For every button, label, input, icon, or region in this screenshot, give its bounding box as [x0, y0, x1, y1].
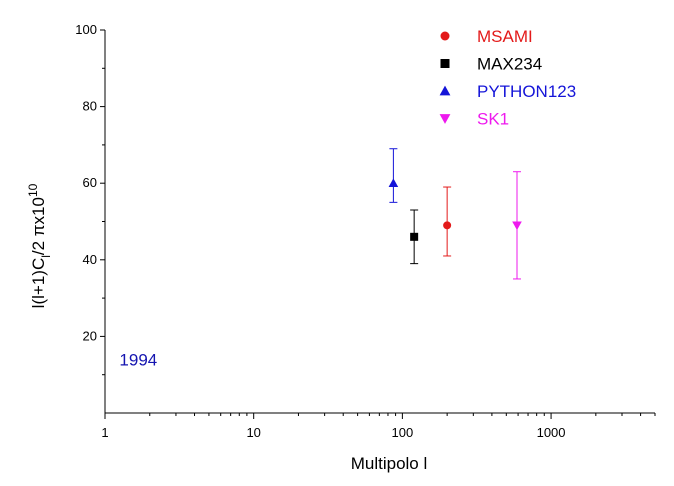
legend-label-sk1: SK1: [477, 110, 509, 129]
data-marks: [388, 148, 522, 280]
series-msami: [443, 186, 452, 257]
y-axis-title-main: l(l+1)C: [29, 258, 48, 309]
y-tick-label: 60: [83, 175, 97, 190]
x-tick-label: 10: [246, 425, 260, 440]
series-sk1: [512, 171, 522, 280]
y-tick-label: 40: [83, 252, 97, 267]
legend: MSAMI MAX234 PYTHON123 SK1: [439, 27, 576, 129]
legend-label-max234: MAX234: [477, 55, 542, 74]
data-point-max234: [410, 232, 419, 241]
legend-marker-python123: [439, 85, 451, 96]
year-annotation: 1994: [119, 350, 157, 369]
series-python123: [388, 148, 399, 203]
y-axis-title-tail: /2 πx10: [29, 197, 48, 255]
legend-marker-sk1: [439, 114, 451, 124]
y-tick-label: 100: [75, 22, 97, 37]
series-max234: [410, 209, 419, 265]
legend-label-msami: MSAMI: [477, 27, 533, 46]
y-tick-label: 80: [83, 99, 97, 114]
data-point-msami: [443, 221, 452, 230]
x-tick-label: 1: [101, 425, 108, 440]
axes: 20 40 60 80 100 1 10 100 1000: [75, 22, 656, 440]
legend-marker-max234: [440, 59, 450, 68]
x-tick-label: 1000: [537, 425, 566, 440]
data-point-sk1: [512, 221, 522, 231]
x-axis-title: Multipolo l: [351, 454, 428, 473]
y-axis-title-subscript: l: [39, 255, 53, 258]
legend-marker-msami: [440, 31, 450, 41]
x-tick-label: 100: [392, 425, 414, 440]
y-axis-title: l(l+1)Cl/2 πx1010: [26, 183, 53, 308]
y-axis-title-superscript: 10: [26, 183, 40, 197]
legend-label-python123: PYTHON123: [477, 82, 576, 101]
y-tick-label: 20: [83, 328, 97, 343]
data-point-python123: [388, 178, 399, 188]
